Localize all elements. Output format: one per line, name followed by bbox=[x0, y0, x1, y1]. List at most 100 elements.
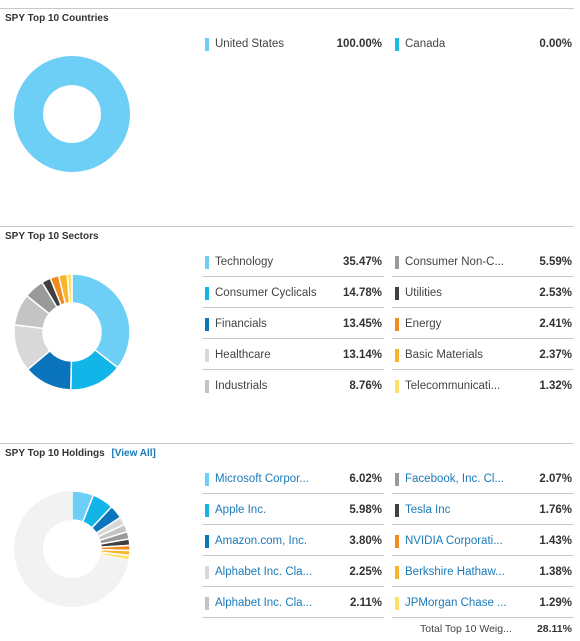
legend-value: 5.59% bbox=[539, 256, 572, 268]
view-all-link[interactable]: [View All] bbox=[111, 448, 156, 459]
section-title: SPY Top 10 Sectors bbox=[5, 231, 99, 242]
legend-label: Consumer Cyclicals bbox=[215, 287, 317, 299]
legend-swatch bbox=[205, 38, 209, 51]
legend-value: 1.76% bbox=[539, 504, 572, 516]
legend-swatch bbox=[395, 473, 399, 486]
legend-value: 1.32% bbox=[539, 380, 572, 392]
legend-value: 2.07% bbox=[539, 473, 572, 485]
donut-slice-other bbox=[13, 491, 129, 607]
legend-swatch bbox=[395, 38, 399, 51]
section-divider bbox=[0, 8, 574, 9]
donut-slice bbox=[66, 273, 73, 304]
legend-row: Energy 2.41% bbox=[392, 308, 574, 339]
legend-value: 6.02% bbox=[349, 473, 382, 485]
holdings-legend-col-1: Microsoft Corpor... 6.02% Apple Inc. 5.98% A… bbox=[202, 463, 384, 618]
holdings-legend-col-2: Facebook, Inc. Cl... 2.07% Tesla Inc 1.76% N… bbox=[392, 463, 574, 618]
legend-label[interactable]: JPMorgan Chase ... bbox=[405, 597, 507, 609]
legend-row: Telecommunicati... 1.32% bbox=[392, 370, 574, 400]
total-value: 28.11% bbox=[536, 623, 572, 635]
legend-value: 100.00% bbox=[336, 38, 382, 50]
legend-row: Consumer Non-C... 5.59% bbox=[392, 246, 574, 277]
legend-value: 2.41% bbox=[539, 318, 572, 330]
legend-value: 5.98% bbox=[349, 504, 382, 516]
legend-swatch bbox=[395, 566, 399, 579]
legend-label: Industrials bbox=[215, 380, 268, 392]
legend-label[interactable]: Alphabet Inc. Cla... bbox=[215, 566, 313, 578]
legend-label[interactable]: Tesla Inc bbox=[405, 504, 451, 516]
holdings-title-text: SPY Top 10 Holdings bbox=[5, 448, 105, 459]
countries-section: SPY Top 10 Countries United States 100.00… bbox=[0, 8, 580, 208]
legend-label[interactable]: Amazon.com, Inc. bbox=[215, 535, 308, 547]
legend-row: Canada 0.00% bbox=[392, 28, 574, 58]
legend-label: Basic Materials bbox=[405, 349, 483, 361]
donut-slice bbox=[71, 273, 131, 369]
legend-row[interactable]: Facebook, Inc. Cl... 2.07% bbox=[392, 463, 574, 494]
sectors-legend-col-2: Consumer Non-C... 5.59% Utilities 2.53% Ener… bbox=[392, 246, 574, 400]
holdings-donut-chart bbox=[13, 490, 131, 607]
legend-value: 13.45% bbox=[342, 318, 382, 330]
legend-swatch bbox=[205, 287, 209, 300]
legend-row[interactable]: Tesla Inc 1.76% bbox=[392, 494, 574, 525]
holdings-section: SPY Top 10 Holdings [View All] Microsoft… bbox=[0, 443, 580, 641]
countries-legend-col-2: Canada 0.00% bbox=[392, 28, 574, 58]
legend-row[interactable]: JPMorgan Chase ... 1.29% bbox=[392, 587, 574, 618]
legend-label: Telecommunicati... bbox=[405, 380, 501, 392]
legend-row[interactable]: Berkshire Hathaw... 1.38% bbox=[392, 556, 574, 587]
legend-value: 14.78% bbox=[342, 287, 382, 299]
legend-row: Healthcare 13.14% bbox=[202, 339, 384, 370]
legend-label[interactable]: Berkshire Hathaw... bbox=[405, 566, 505, 578]
legend-value: 8.76% bbox=[349, 380, 382, 392]
legend-row[interactable]: Alphabet Inc. Cla... 2.11% bbox=[202, 587, 384, 618]
legend-label[interactable]: NVIDIA Corporati... bbox=[405, 535, 503, 547]
legend-swatch bbox=[395, 380, 399, 393]
legend-row: Industrials 8.76% bbox=[202, 370, 384, 400]
section-divider bbox=[0, 443, 574, 444]
legend-swatch bbox=[205, 566, 209, 579]
legend-label: Financials bbox=[215, 318, 267, 330]
legend-label: Canada bbox=[405, 38, 446, 50]
legend-label[interactable]: Facebook, Inc. Cl... bbox=[405, 473, 505, 485]
legend-value: 1.38% bbox=[539, 566, 572, 578]
legend-label: Technology bbox=[215, 256, 274, 268]
legend-swatch bbox=[395, 597, 399, 610]
legend-label: Utilities bbox=[405, 287, 443, 299]
legend-label[interactable]: Apple Inc. bbox=[215, 504, 267, 516]
legend-value: 2.25% bbox=[349, 566, 382, 578]
total-label: Total Top 10 Weig... bbox=[420, 623, 512, 635]
sectors-section: SPY Top 10 Sectors Technology 35.47% Consu… bbox=[0, 226, 580, 426]
legend-row[interactable]: Alphabet Inc. Cla... 2.25% bbox=[202, 556, 384, 587]
legend-value: 2.11% bbox=[350, 597, 382, 609]
legend-value: 2.53% bbox=[539, 287, 572, 299]
legend-value: 13.14% bbox=[342, 349, 382, 361]
sectors-donut-chart bbox=[13, 273, 131, 391]
legend-row[interactable]: Apple Inc. 5.98% bbox=[202, 494, 384, 525]
legend-swatch bbox=[205, 380, 209, 393]
legend-swatch bbox=[205, 349, 209, 362]
legend-value: 1.29% bbox=[539, 597, 572, 609]
legend-row: Consumer Cyclicals 14.78% bbox=[202, 277, 384, 308]
countries-legend-col-1: United States 100.00% bbox=[202, 28, 384, 58]
legend-row: Technology 35.47% bbox=[202, 246, 384, 277]
donut-slice bbox=[13, 56, 130, 172]
legend-value: 2.37% bbox=[539, 349, 572, 361]
legend-row[interactable]: Microsoft Corpor... 6.02% bbox=[202, 463, 384, 494]
legend-label[interactable]: Microsoft Corpor... bbox=[215, 473, 309, 485]
legend-swatch bbox=[395, 504, 399, 517]
legend-row[interactable]: NVIDIA Corporati... 1.43% bbox=[392, 525, 574, 556]
legend-row: Utilities 2.53% bbox=[392, 277, 574, 308]
legend-value: 1.43% bbox=[539, 535, 572, 547]
legend-label[interactable]: Alphabet Inc. Cla... bbox=[215, 597, 313, 609]
legend-swatch bbox=[205, 256, 209, 269]
legend-label: United States bbox=[215, 38, 285, 50]
legend-value: 3.80% bbox=[349, 535, 382, 547]
countries-donut-chart bbox=[13, 56, 130, 172]
legend-swatch bbox=[395, 256, 399, 269]
legend-value: 0.00% bbox=[539, 38, 572, 50]
section-divider bbox=[0, 226, 574, 227]
legend-swatch bbox=[395, 535, 399, 548]
holdings-total-row: Total Top 10 Weig... 28.11% bbox=[392, 621, 574, 639]
legend-swatch bbox=[205, 535, 209, 548]
section-title: SPY Top 10 Countries bbox=[5, 13, 109, 24]
legend-row: Financials 13.45% bbox=[202, 308, 384, 339]
legend-row[interactable]: Amazon.com, Inc. 3.80% bbox=[202, 525, 384, 556]
